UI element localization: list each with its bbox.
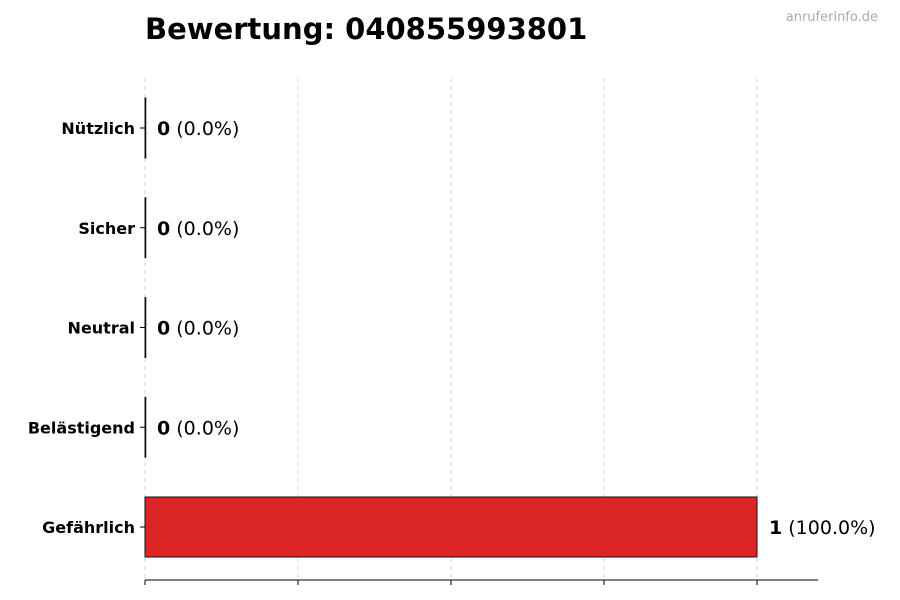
chart-title: Bewertung: 040855993801 — [145, 12, 588, 46]
value-percent: (0.0%) — [170, 417, 239, 439]
category-label: Neutral — [68, 319, 135, 338]
data-label: 0 (0.0%) — [157, 118, 239, 140]
data-label: 0 (0.0%) — [157, 318, 239, 340]
data-label: 0 (0.0%) — [157, 218, 239, 240]
value-count: 0 — [157, 417, 170, 439]
value-count: 0 — [157, 118, 170, 140]
bar-1 — [144, 97, 147, 159]
bar-5 — [144, 496, 758, 558]
data-label: 0 (0.0%) — [157, 417, 239, 439]
bar-2 — [144, 197, 147, 259]
bar-3 — [144, 297, 147, 358]
category-label: Belästigend — [28, 418, 135, 437]
value-percent: (0.0%) — [170, 318, 239, 340]
data-label: 1 (100.0%) — [769, 517, 876, 539]
value-percent: (100.0%) — [782, 517, 875, 539]
category-label: Sicher — [78, 219, 135, 238]
bar-4 — [144, 396, 147, 458]
value-count: 0 — [157, 318, 170, 340]
watermark: anruferinfo.de — [785, 10, 878, 25]
category-label: Nützlich — [61, 119, 135, 138]
category-label: Gefährlich — [42, 518, 135, 537]
value-count: 1 — [769, 517, 782, 539]
value-count: 0 — [157, 218, 170, 240]
value-percent: (0.0%) — [170, 118, 239, 140]
value-percent: (0.0%) — [170, 218, 239, 240]
